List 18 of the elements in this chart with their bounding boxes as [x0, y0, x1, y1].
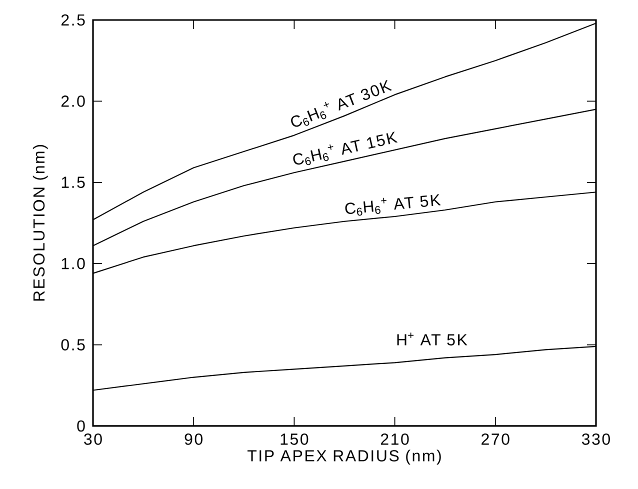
text: C$_{6}$H$_{6}$$^{+}$ AT 5K [345, 194, 441, 216]
y-tick-label: 0 [77, 420, 85, 432]
x-tick-label: 210 [380, 434, 409, 445]
y-tick-label: 2.0 [61, 96, 85, 107]
x-tick-label: 330 [582, 434, 610, 445]
series-label: H$^{+}$ AT 5K [397, 332, 468, 346]
y-tick-label: 1.0 [62, 258, 85, 270]
y-tick-label: 1.5 [62, 176, 85, 188]
text: C$_{6}$H$_{6}$$^{+}$ AT 15K [293, 132, 398, 166]
x-tick-label: 30 [84, 434, 102, 445]
x-tick-label: 90 [184, 434, 202, 445]
x-tick-label: 270 [482, 434, 510, 445]
x-tick-label: 150 [280, 434, 308, 445]
y-axis-title: RESOLUTION (nm) [32, 145, 48, 301]
text: C$_{6}$H$_{6}$$^{+}$ AT 30K [291, 80, 392, 127]
y-tick-label: 0.5 [61, 339, 85, 350]
y-tick-label: 2.5 [61, 14, 85, 26]
x-axis-title: TIP APEX RADIUS (nm) [247, 450, 441, 465]
